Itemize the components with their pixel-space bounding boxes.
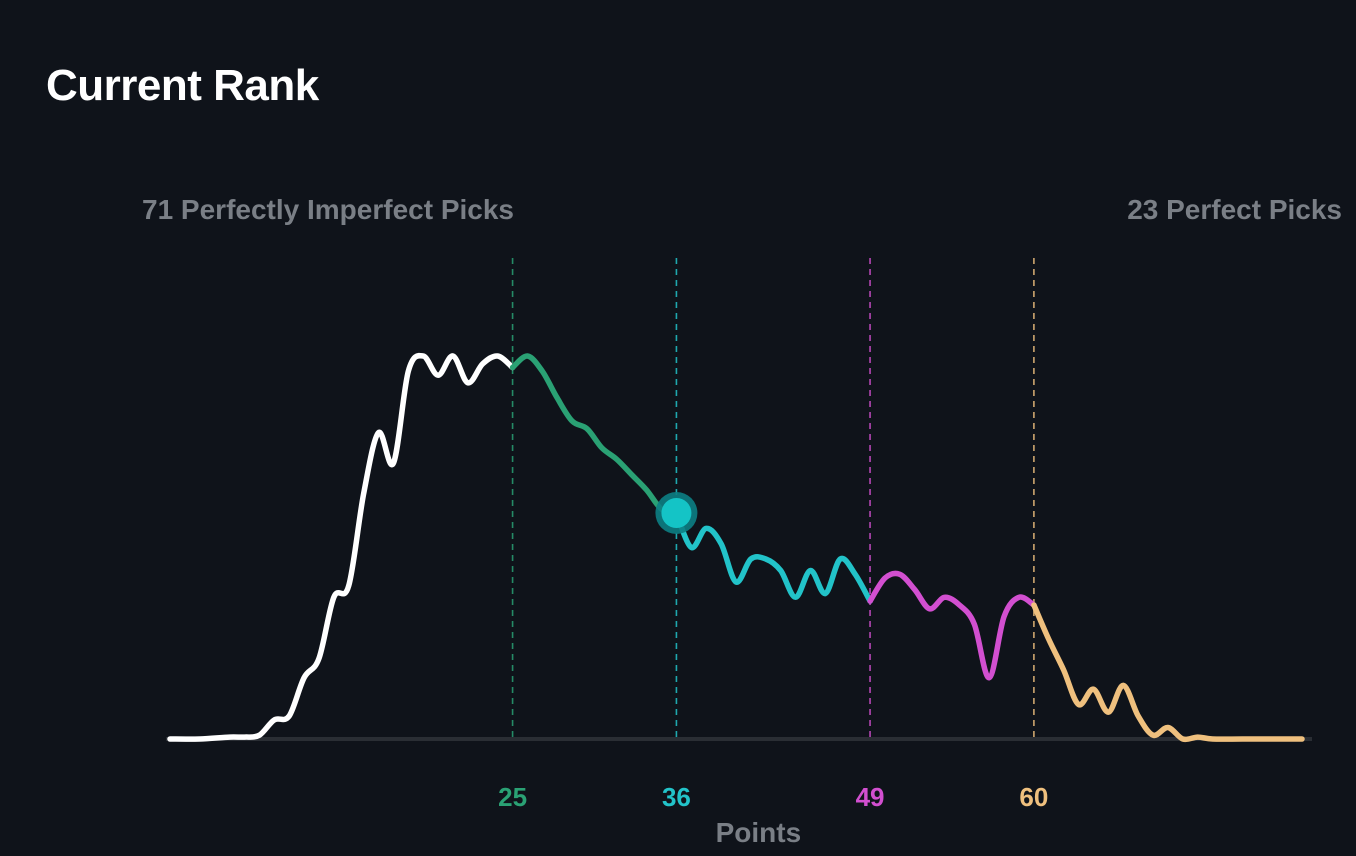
distribution-curve-segment-4 — [867, 570, 1037, 681]
distribution-curves — [167, 352, 1305, 743]
threshold-tick-label-25: 25 — [498, 782, 527, 812]
threshold-tick-labels: 25 36 49 60 — [498, 782, 1048, 812]
left-extreme-label: 71 Perfectly Imperfect Picks — [142, 194, 514, 225]
current-position-marker-group — [655, 492, 698, 535]
threshold-tick-label-60: 60 — [1019, 782, 1048, 812]
distribution-curve-segment-3 — [673, 510, 873, 604]
page-title: Current Rank — [46, 61, 319, 110]
distribution-curve-segment-5 — [1031, 602, 1305, 743]
right-extreme-label: 23 Perfect Picks — [1127, 194, 1342, 225]
threshold-tick-label-36: 36 — [662, 782, 691, 812]
distribution-curve-segment-1 — [167, 352, 516, 742]
current-position-marker[interactable] — [661, 498, 692, 529]
x-axis-label: Points — [716, 817, 802, 848]
distribution-curve-segment-2 — [509, 353, 680, 516]
threshold-tick-label-49: 49 — [856, 782, 885, 812]
threshold-lines — [511, 258, 1035, 739]
